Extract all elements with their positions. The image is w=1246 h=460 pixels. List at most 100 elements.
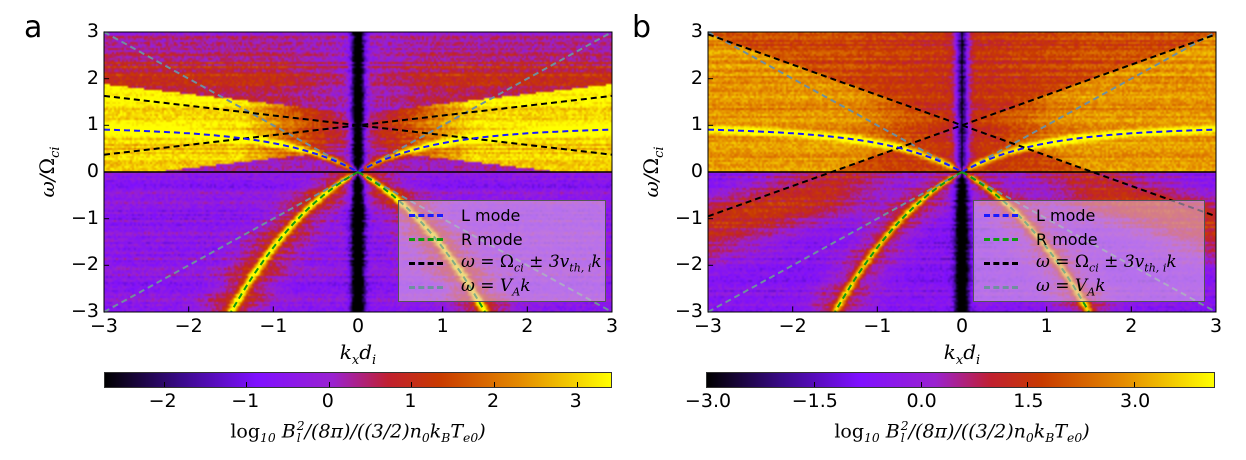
colorbar-tick-label: −1 xyxy=(231,390,260,412)
math-segment: ω = xyxy=(1036,251,1075,272)
math-segment: x xyxy=(955,353,964,368)
colorbar-tick-mark xyxy=(707,382,708,387)
math-segment: Ω xyxy=(35,157,59,175)
colorbar-label: log10 B 2 l/(8π)/((3/2)n0kBTe0) xyxy=(230,420,485,445)
colorbar-tick-mark xyxy=(813,382,815,387)
math-segment: d xyxy=(359,340,373,364)
y-tick-label: 1 xyxy=(690,113,703,136)
math-segment: ± 3v xyxy=(523,251,570,272)
y-tick-label: 2 xyxy=(690,66,703,89)
y-tick-label: −2 xyxy=(70,253,99,276)
colorbar-tick-label: 0 xyxy=(321,390,334,412)
math-segment: B xyxy=(441,431,451,446)
math-segment: ) xyxy=(1082,420,1090,443)
math-segment: /(8π)/((3/2)n xyxy=(908,420,1026,443)
math-segment: T xyxy=(450,420,464,443)
math-segment: th, i xyxy=(569,261,592,275)
legend-swatch xyxy=(984,261,1018,265)
math-segment: ci xyxy=(48,146,63,158)
legend-swatch xyxy=(409,213,443,217)
math-segment: B xyxy=(275,420,296,443)
math-segment: ) xyxy=(478,420,486,443)
l-mode-curve xyxy=(103,128,613,174)
x-tick-label: −3 xyxy=(693,315,723,337)
r-mode-curve xyxy=(834,171,963,313)
x-tick-label: −2 xyxy=(778,315,807,337)
math-segment: ci xyxy=(1089,261,1099,275)
math-segment: ci xyxy=(514,261,524,275)
x-axis-label: kxdi xyxy=(340,340,376,368)
legend-swatch xyxy=(409,237,443,241)
legend-swatch xyxy=(409,285,443,289)
math-segment: 0 xyxy=(1025,431,1034,446)
math-segment: log xyxy=(230,420,261,443)
math-segment: i xyxy=(976,353,981,368)
y-tick-label: −1 xyxy=(674,206,703,229)
x-tick-label: 3 xyxy=(1209,315,1223,337)
colorbar-tick-mark xyxy=(246,382,248,387)
math-segment: Ω xyxy=(499,251,515,272)
colorbar-tick-mark xyxy=(411,382,413,387)
y-tick-label: −1 xyxy=(70,206,99,229)
math-segment: 10 xyxy=(864,431,880,446)
legend-item: ω = VAk xyxy=(399,276,531,298)
y-tick-label: −3 xyxy=(674,300,703,322)
x-tick-label: 0 xyxy=(955,315,969,337)
legend-label: L mode xyxy=(1036,206,1095,225)
colorbar-tick-mark xyxy=(163,382,165,387)
y-tick-label: −2 xyxy=(674,253,703,276)
colorbar-tick-mark xyxy=(328,382,330,387)
math-segment: k xyxy=(1166,251,1177,272)
legend-label: ω = Ωci ± 3vth, ik xyxy=(1036,252,1177,274)
r-mode-curve xyxy=(230,171,359,313)
heatmap-plot: L mode R mode ω = Ωci ± 3vth, ik ω = VAk xyxy=(103,31,613,313)
legend-item: ω = Ωci ± 3vth, ik xyxy=(974,252,1177,274)
colorbar xyxy=(706,372,1215,388)
math-segment: ± 3v xyxy=(1098,251,1145,272)
legend-item: L mode xyxy=(974,204,1095,226)
legend-label: R mode xyxy=(1036,230,1098,249)
colorbar xyxy=(104,372,612,388)
x-tick-label: 2 xyxy=(1125,315,1138,337)
legend-label: L mode xyxy=(461,206,520,225)
colorbar-tick-label: −3.0 xyxy=(684,390,732,412)
legend-swatch xyxy=(984,285,1018,289)
legend-item: L mode xyxy=(399,204,520,226)
math-segment: A xyxy=(1087,285,1096,299)
math-segment: k xyxy=(591,251,602,272)
thermal-line xyxy=(103,94,613,156)
x-tick-label: 1 xyxy=(1040,315,1053,337)
panel-label: b xyxy=(632,10,652,45)
legend-label: ω = Ωci ± 3vth, ik xyxy=(461,252,602,274)
x-tick-label: 0 xyxy=(351,315,365,337)
colorbar-tick-mark xyxy=(576,382,578,387)
colorbar-tick-mark xyxy=(1134,382,1136,387)
x-tick-label: −2 xyxy=(174,315,203,337)
math-segment: R mode xyxy=(461,229,523,249)
panel-label: a xyxy=(24,10,43,45)
math-segment: R mode xyxy=(1036,229,1098,249)
math-segment: e0 xyxy=(1067,431,1083,446)
y-axis-label: ω/Ωci xyxy=(35,132,63,212)
heatmap-plot: L mode R mode ω = Ωci ± 3vth, ik ω = VAk xyxy=(707,31,1217,313)
math-segment: k xyxy=(520,275,531,296)
math-segment: ci xyxy=(652,146,667,158)
colorbar-label: log10 B 2 l/(8π)/((3/2)n0kBTe0) xyxy=(834,420,1089,445)
math-segment: k xyxy=(1033,420,1046,443)
x-axis-label: kxdi xyxy=(944,340,980,368)
y-axis-label: ω/Ωci xyxy=(639,132,667,212)
math-segment: /(8π)/((3/2)n xyxy=(304,420,422,443)
math-segment: ω = V xyxy=(1036,275,1088,296)
colorbar-tick-label: 2 xyxy=(487,390,500,412)
math-segment: k xyxy=(1095,275,1106,296)
math-segment: log xyxy=(834,420,865,443)
x-tick-label: −1 xyxy=(259,315,288,337)
legend-item: ω = Ωci ± 3vth, ik xyxy=(399,252,602,274)
y-tick-label: 3 xyxy=(86,20,99,42)
y-tick-label: −3 xyxy=(70,300,99,322)
x-tick-label: 1 xyxy=(436,315,449,337)
math-segment: 10 xyxy=(260,431,276,446)
math-segment: L mode xyxy=(1036,205,1096,225)
x-tick-label: −1 xyxy=(863,315,892,337)
